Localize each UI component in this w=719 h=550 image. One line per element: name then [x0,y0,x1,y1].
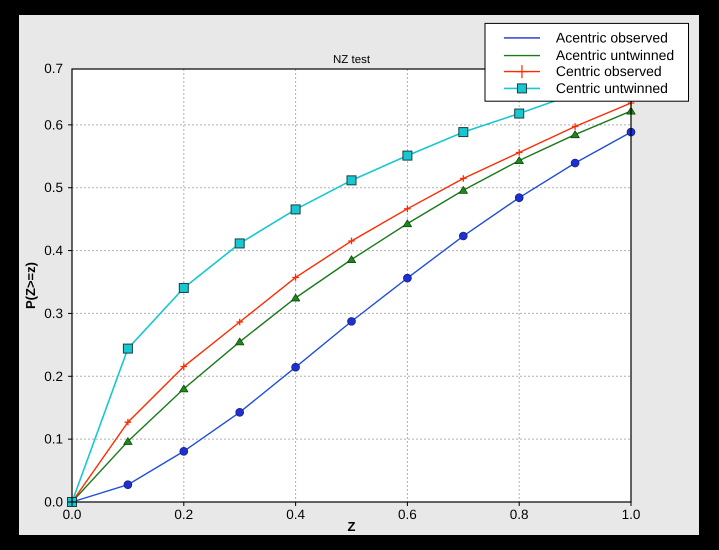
svg-text:1.0: 1.0 [622,507,641,522]
svg-text:Acentric untwinned: Acentric untwinned [556,47,674,63]
svg-text:Centric untwinned: Centric untwinned [556,80,668,96]
svg-text:0.3: 0.3 [44,306,63,321]
svg-text:0.2: 0.2 [44,369,63,384]
svg-text:0.4: 0.4 [286,507,305,522]
svg-text:Centric observed: Centric observed [556,63,662,79]
svg-text:0.7: 0.7 [44,61,63,76]
svg-text:0.6: 0.6 [398,507,417,522]
svg-text:0.6: 0.6 [44,117,63,132]
svg-text:0.4: 0.4 [44,243,63,258]
svg-text:0.1: 0.1 [44,432,63,447]
svg-text:Z: Z [348,519,356,534]
svg-text:0.2: 0.2 [174,507,193,522]
svg-text:0.8: 0.8 [510,507,529,522]
svg-text:0.0: 0.0 [63,507,82,522]
svg-text:NZ test: NZ test [333,54,371,66]
svg-text:Acentric observed: Acentric observed [556,29,668,45]
svg-text:P(Z>=z): P(Z>=z) [23,262,38,309]
svg-text:0.5: 0.5 [44,180,63,195]
svg-text:0.0: 0.0 [44,495,63,510]
